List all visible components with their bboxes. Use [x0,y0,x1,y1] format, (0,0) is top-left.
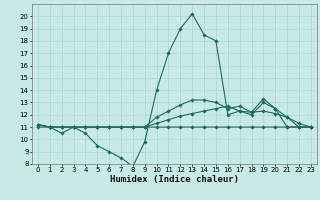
X-axis label: Humidex (Indice chaleur): Humidex (Indice chaleur) [110,175,239,184]
